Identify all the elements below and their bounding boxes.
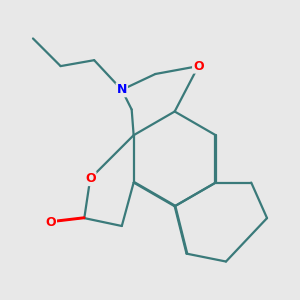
Text: O: O	[193, 60, 204, 73]
Text: O: O	[85, 172, 95, 185]
Text: O: O	[45, 216, 56, 229]
Text: N: N	[117, 83, 127, 96]
